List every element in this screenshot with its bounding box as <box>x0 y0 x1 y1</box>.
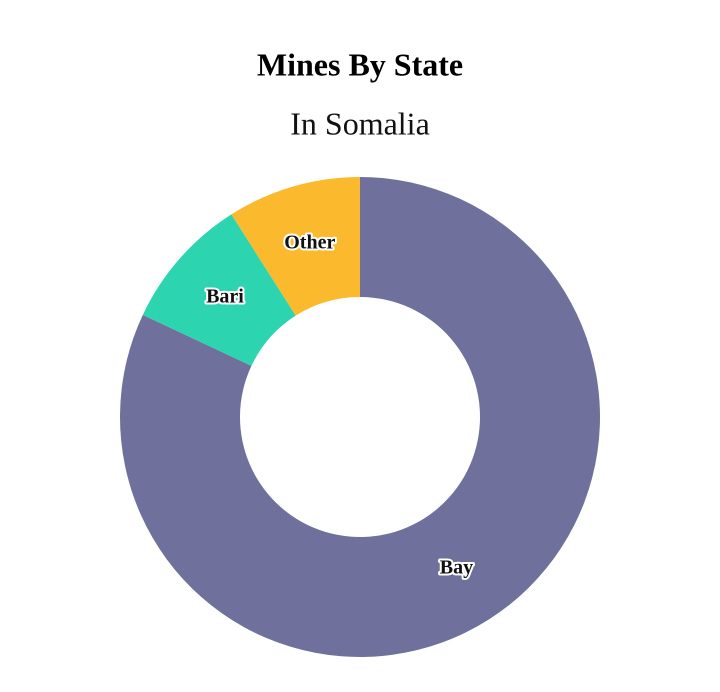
slice <box>142 214 296 366</box>
slice <box>231 177 360 316</box>
slice-label: Bari <box>206 286 244 308</box>
slice-label: Other <box>284 232 335 254</box>
chart-subtitle: In Somalia <box>290 105 430 141</box>
slice <box>120 177 600 657</box>
slice-label: Bay <box>440 557 473 579</box>
chart-title: Mines By State <box>257 46 463 82</box>
